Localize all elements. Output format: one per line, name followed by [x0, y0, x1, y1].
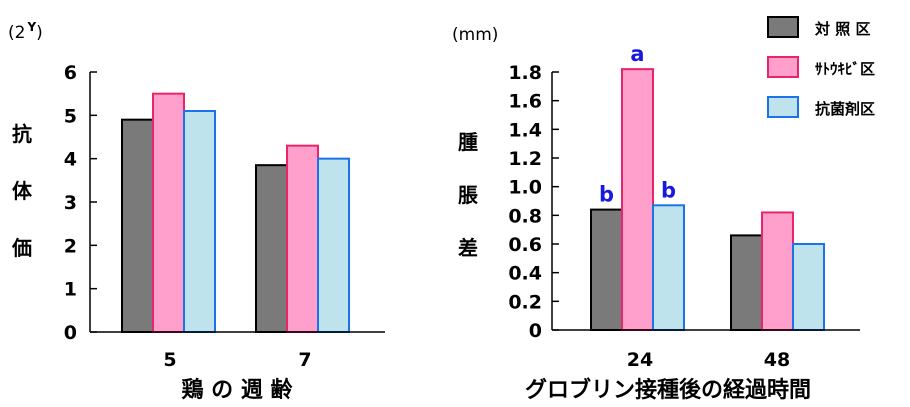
- legend: 対 照 区 ｻﾄｳｷﾋﾞ区 抗菌剤区: [767, 16, 875, 118]
- swelling-y-ticks: 0 0.2 0.4 0.6 0.8 1.0 1.2 1.4 1.6 1.8: [508, 62, 559, 342]
- swelling-ytick-label-7: 1.4: [508, 119, 542, 141]
- swelling-significance-2: b: [661, 178, 676, 202]
- antibody-ytick-label-6: 6: [64, 62, 77, 84]
- antibody-ylabel-char-2: 体: [12, 179, 33, 203]
- swelling-ytick-label-3: 0.6: [508, 234, 542, 256]
- swelling-bar-control-48: [730, 234, 763, 331]
- swelling-ylabel-char-1: 腫: [458, 130, 478, 154]
- swelling-x-tick-48: 48: [764, 349, 790, 371]
- legend-swatch-control: [767, 16, 799, 38]
- legend-swatch-antibiotic: [767, 96, 799, 118]
- swelling-ytick-label-6: 1.2: [508, 148, 542, 170]
- swelling-bar-antibiotic-48: [792, 243, 825, 331]
- swelling-ytick-label-0: 0: [529, 320, 542, 342]
- swelling-unit-label: (mm): [452, 25, 498, 45]
- swelling-ytick-label-5: 1.0: [508, 177, 542, 199]
- antibody-x-tick-5: 5: [163, 349, 176, 371]
- swelling-chart: (mm) 腫 脹 差 00.20.40.60.81.01.21.41.61.8 …: [452, 25, 860, 403]
- swelling-ytick-label-8: 1.6: [508, 91, 542, 113]
- legend-swatch-sugarcane: [767, 56, 799, 78]
- antibody-bar-control-7: [255, 164, 288, 333]
- legend-label-control: 対 照 区: [814, 20, 870, 38]
- antibody-ytick-label-1: 1: [64, 279, 77, 301]
- antibody-y-ticks: 0 1 2 3 4 5 6: [64, 62, 97, 344]
- swelling-bars: [590, 68, 825, 332]
- swelling-bar-control-24: [590, 208, 623, 332]
- swelling-ytick-label-2: 0.4: [508, 263, 542, 285]
- swelling-xlabel: グロブリン接種後の経過時間: [525, 377, 811, 403]
- swelling-bar-antibiotic-24: [652, 204, 685, 331]
- swelling-ylabel-char-2: 脹: [458, 183, 478, 207]
- antibody-ytick-label-3: 3: [64, 192, 77, 214]
- swelling-ytick-label-9: 1.8: [508, 62, 542, 84]
- swelling-significance-1: a: [630, 42, 644, 66]
- antibody-xlabel: 鶏 の 週 齢: [182, 377, 294, 403]
- antibody-ytick-label-2: 2: [64, 235, 77, 257]
- antibody-unit-label: (2 Y): [8, 20, 43, 43]
- swelling-bar-sugarcane-48: [761, 211, 794, 331]
- legend-label-sugarcane: ｻﾄｳｷﾋﾞ区: [815, 60, 875, 78]
- swelling-ytick-label-4: 0.8: [508, 205, 542, 227]
- antibody-bars: [121, 92, 350, 333]
- antibody-bar-sugarcane-7: [286, 144, 319, 333]
- swelling-significance-labels: b a b: [599, 42, 676, 206]
- swelling-ylabel-char-3: 差: [458, 236, 478, 260]
- antibody-bar-sugarcane-5: [152, 92, 185, 333]
- antibody-bar-antibiotic-7: [317, 157, 350, 333]
- antibody-ytick-label-5: 5: [64, 105, 77, 127]
- antibody-ylabel-char-3: 価: [11, 236, 32, 260]
- antibody-bar-antibiotic-5: [183, 110, 216, 333]
- antibody-bar-control-5: [121, 118, 154, 333]
- antibody-ytick-label-0: 0: [64, 322, 77, 344]
- antibody-x-tick-7: 7: [298, 349, 311, 371]
- antibody-chart: (2 Y) 抗 体 価 0 1 2 3 4 5 6 5 7 鶏 の 週 齢: [8, 20, 385, 403]
- antibody-ytick-label-4: 4: [64, 149, 77, 171]
- swelling-significance-0: b: [599, 183, 614, 207]
- swelling-bar-sugarcane-24: [621, 68, 654, 331]
- swelling-ytick-label-1: 0.2: [508, 291, 542, 313]
- swelling-x-tick-24: 24: [627, 349, 653, 371]
- legend-label-antibiotic: 抗菌剤区: [815, 100, 875, 118]
- antibody-ylabel-char-1: 抗: [12, 122, 32, 146]
